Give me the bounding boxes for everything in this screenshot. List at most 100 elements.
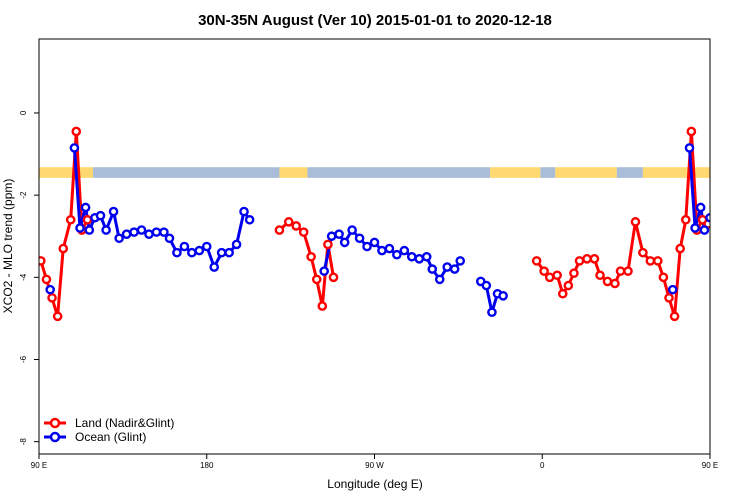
y-tick-label-2: -4	[19, 273, 28, 281]
ocean-point-1-25	[239, 206, 249, 217]
y-tick-label-1: -2	[19, 191, 28, 199]
ocean-point-2-18	[449, 264, 460, 274]
ocean-point-4-0	[667, 284, 678, 295]
ocean-point-5-6	[718, 226, 725, 233]
ocean-point-2-8	[377, 245, 387, 256]
ocean-point-1-11	[136, 225, 147, 235]
ocean-point-5-10	[746, 229, 750, 236]
series-layer	[39, 126, 750, 322]
land-point-0-4	[58, 243, 69, 254]
ocean-point-0-0	[45, 284, 55, 295]
y-tick-label-3: -6	[19, 355, 28, 363]
ocean-point-2-0	[319, 266, 329, 276]
ocean-point-1-1	[75, 223, 85, 233]
landmask-land-segment-6	[555, 167, 617, 178]
land-point-2-19	[658, 272, 669, 283]
ocean-point-5-8	[731, 235, 738, 242]
ocean-point-1-2	[80, 202, 91, 213]
ocean-point-2-10	[392, 249, 402, 260]
ocean-point-1-10	[129, 227, 139, 237]
ocean-point-3-2	[487, 307, 497, 318]
land-point-2-17	[645, 256, 656, 266]
land-point-2-3	[552, 270, 562, 281]
land-point-0-0	[39, 256, 46, 266]
ocean-point-1-7	[108, 206, 119, 217]
landmask-ocean-segment-5	[540, 167, 556, 178]
ocean-point-5-2	[695, 202, 706, 213]
x-tick-label-2: 90 W	[365, 461, 384, 470]
land-point-1-4	[306, 251, 316, 262]
ocean-point-1-12	[144, 229, 154, 239]
land-point-0-1	[41, 274, 52, 285]
ocean-point-1-15	[164, 233, 175, 244]
land-point-2-4	[557, 288, 568, 299]
land-point-2-8	[582, 254, 592, 264]
landmask-land-segment-0	[39, 167, 94, 178]
ocean-point-1-3	[84, 225, 95, 235]
ocean-point-5-3	[699, 225, 710, 235]
land-point-2-5	[563, 280, 574, 291]
landmask-ocean-segment-1	[93, 167, 280, 178]
ocean-point-1-20	[201, 241, 212, 252]
land-point-1-3	[298, 227, 309, 237]
land-point-2-1	[539, 266, 549, 276]
ocean-point-1-5	[95, 210, 106, 221]
land-point-0-3	[52, 311, 63, 322]
y-axis-ticks: 0 -2 -4 -6 -8	[19, 110, 39, 445]
land-point-2-24	[686, 126, 697, 137]
legend-land-label: Land (Nadir&Glint)	[75, 416, 174, 430]
land-point-1-5	[311, 274, 322, 285]
y-axis-label: XCO2 - MLO trend (ppm)	[1, 179, 15, 314]
ocean-point-2-1	[326, 231, 337, 242]
land-point-2-22	[675, 243, 685, 254]
landmask-band	[39, 167, 710, 178]
land-point-1-8	[328, 272, 339, 283]
ocean-point-2-19	[455, 256, 466, 266]
land-point-2-10	[595, 270, 605, 281]
ocean-point-2-16	[434, 274, 445, 285]
ocean-point-1-0	[69, 143, 80, 153]
land-point-0-6	[71, 126, 82, 137]
ocean-point-1-26	[244, 214, 255, 225]
land-point-2-23	[680, 214, 691, 225]
land-point-2-9	[589, 254, 600, 264]
ocean-point-1-8	[114, 233, 124, 244]
legend-ocean-label: Ocean (Glint)	[75, 430, 146, 444]
land-point-2-14	[623, 266, 633, 276]
x-axis-ticks: 90 E 180 90 W 0 90 E	[31, 454, 718, 470]
land-point-1-6	[317, 301, 328, 311]
ocean-point-1-22	[216, 247, 227, 258]
landmask-ocean-segment-7	[616, 167, 643, 178]
ocean-point-2-14	[421, 251, 432, 262]
land-point-0-2	[47, 293, 57, 303]
land-point-1-1	[283, 217, 294, 227]
ocean-point-5-7	[725, 208, 732, 215]
land-series-line-2	[535, 130, 709, 318]
chart-title: 30N-35N August (Ver 10) 2015-01-01 to 20…	[198, 12, 552, 29]
landmask-land-segment-8	[642, 167, 710, 178]
land-point-2-21	[669, 311, 680, 322]
ocean-point-1-21	[209, 262, 220, 272]
ocean-point-1-16	[172, 247, 182, 258]
landmask-ocean-segment-3	[307, 167, 491, 178]
ocean-point-5-9	[738, 231, 745, 238]
land-point-2-15	[630, 217, 641, 227]
land-point-0-8	[82, 214, 93, 225]
ocean-point-2-5	[354, 233, 365, 244]
landmask-land-segment-4	[490, 167, 541, 178]
ocean-point-3-4	[498, 291, 508, 301]
ocean-point-2-12	[406, 251, 417, 262]
legend-ocean-marker	[49, 431, 61, 443]
land-point-2-0	[531, 256, 542, 266]
ocean-point-2-11	[399, 245, 410, 256]
ocean-point-1-18	[187, 247, 197, 258]
ocean-point-1-9	[121, 229, 132, 239]
landmask-land-segment-2	[279, 167, 308, 178]
land-point-2-20	[664, 293, 674, 303]
ocean-point-1-17	[179, 241, 190, 252]
ocean-point-2-17	[442, 262, 452, 272]
ocean-point-1-24	[231, 239, 242, 250]
ocean-point-1-19	[194, 245, 205, 256]
land-point-2-2	[544, 272, 555, 283]
legend: Land (Nadir&Glint) Ocean (Glint)	[44, 416, 174, 444]
